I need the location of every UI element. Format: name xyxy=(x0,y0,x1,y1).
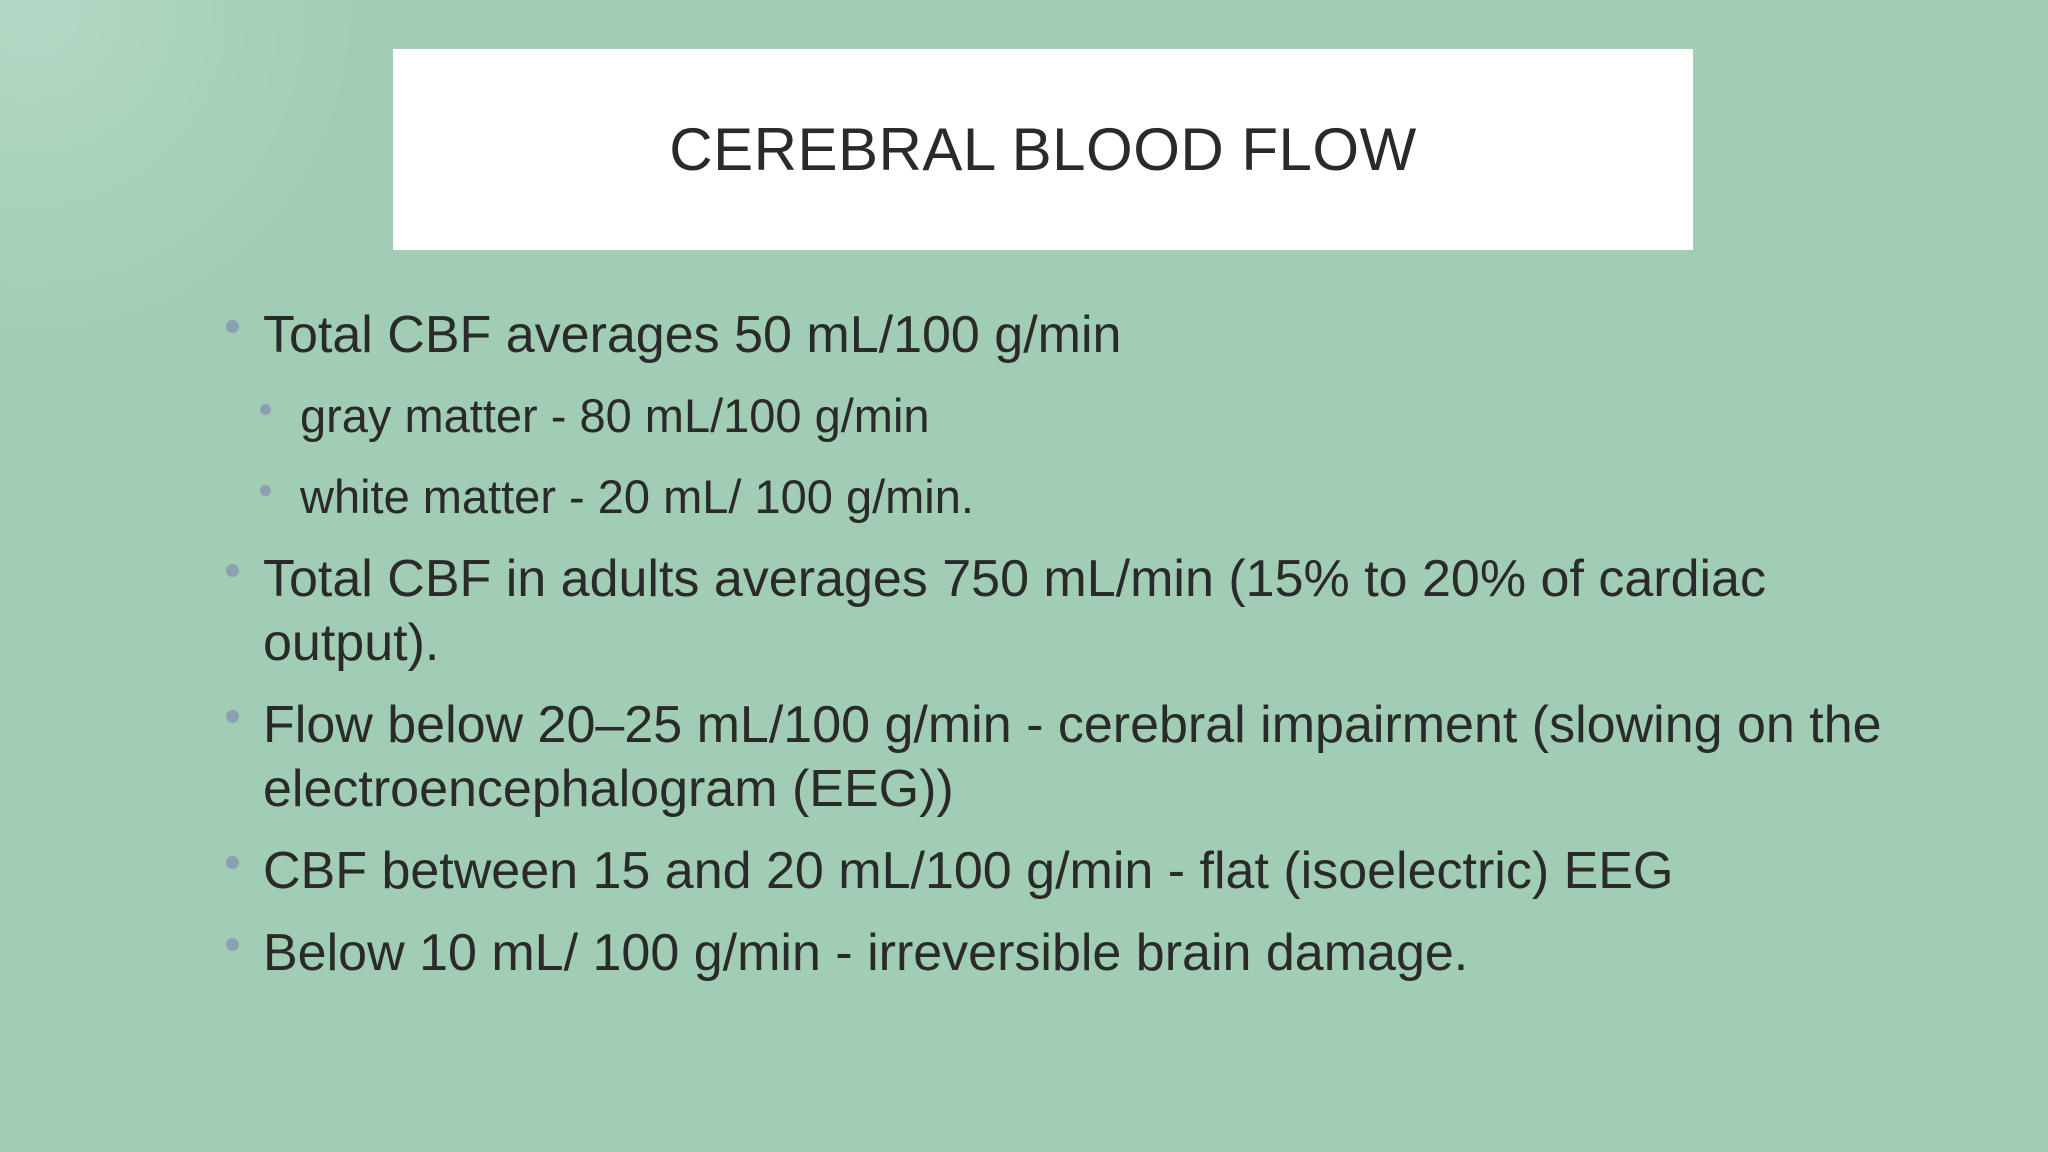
bullet-dot-icon xyxy=(226,938,239,951)
bullet-dot-icon xyxy=(226,710,239,723)
list-item: gray matter - 80 mL/100 g/min xyxy=(226,384,1906,448)
bullet-dot-icon xyxy=(260,485,271,496)
list-item-text: Flow below 20–25 mL/100 g/min - cerebral… xyxy=(263,696,1882,818)
bullet-dot-icon xyxy=(226,564,239,577)
list-item-text: CBF between 15 and 20 mL/100 g/min - fla… xyxy=(263,842,1674,900)
bullet-dot-icon xyxy=(226,320,239,333)
list-item: Total CBF averages 50 mL/100 g/min xyxy=(226,303,1906,367)
list-item: Total CBF in adults averages 750 mL/min … xyxy=(226,547,1906,675)
list-item: Below 10 mL/ 100 g/min - irreversible br… xyxy=(226,921,1906,985)
list-item: white matter - 20 mL/ 100 g/min. xyxy=(226,465,1906,529)
bullet-dot-icon xyxy=(226,856,239,869)
list-item-text: Total CBF averages 50 mL/100 g/min xyxy=(263,306,1122,364)
bullet-dot-icon xyxy=(260,404,271,415)
list-item: CBF between 15 and 20 mL/100 g/min - fla… xyxy=(226,839,1906,903)
slide-title: CEREBRAL BLOOD FLOW xyxy=(669,116,1417,183)
bullet-list: Total CBF averages 50 mL/100 g/min gray … xyxy=(226,303,1906,985)
list-item-text: gray matter - 80 mL/100 g/min xyxy=(300,389,930,442)
list-item-text: white matter - 20 mL/ 100 g/min. xyxy=(300,470,974,523)
list-item-text: Below 10 mL/ 100 g/min - irreversible br… xyxy=(263,924,1469,982)
title-box: CEREBRAL BLOOD FLOW xyxy=(393,49,1693,250)
list-item: Flow below 20–25 mL/100 g/min - cerebral… xyxy=(226,693,1906,821)
list-item-text: Total CBF in adults averages 750 mL/min … xyxy=(263,550,1766,672)
